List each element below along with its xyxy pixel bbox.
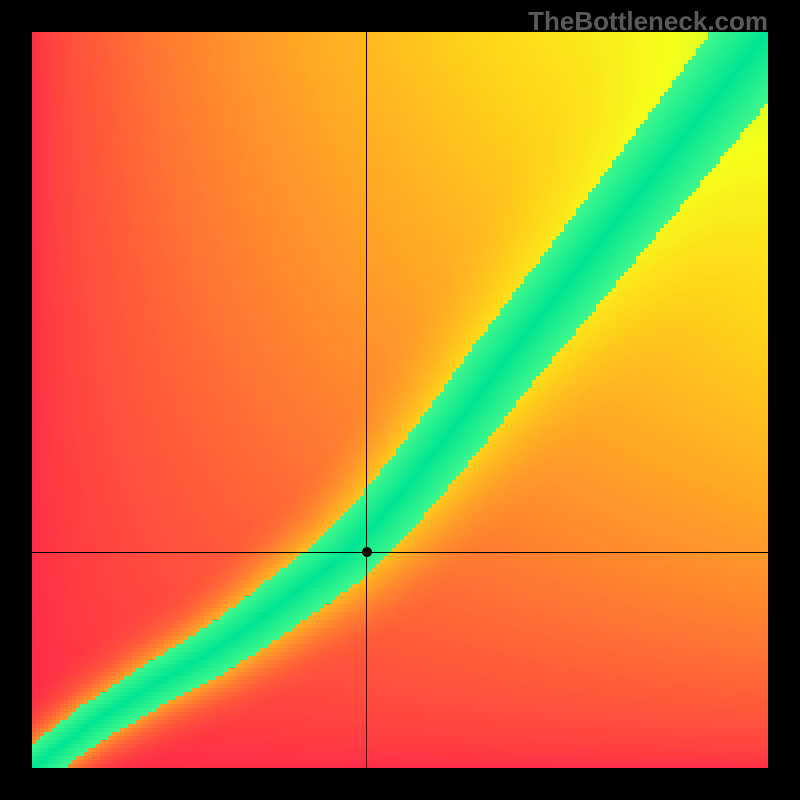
crosshair-horizontal	[32, 552, 768, 553]
marker-point	[362, 547, 372, 557]
watermark-text: TheBottleneck.com	[528, 6, 768, 37]
crosshair-vertical	[366, 32, 367, 768]
chart-container: TheBottleneck.com	[0, 0, 800, 800]
heatmap-canvas	[32, 32, 768, 768]
